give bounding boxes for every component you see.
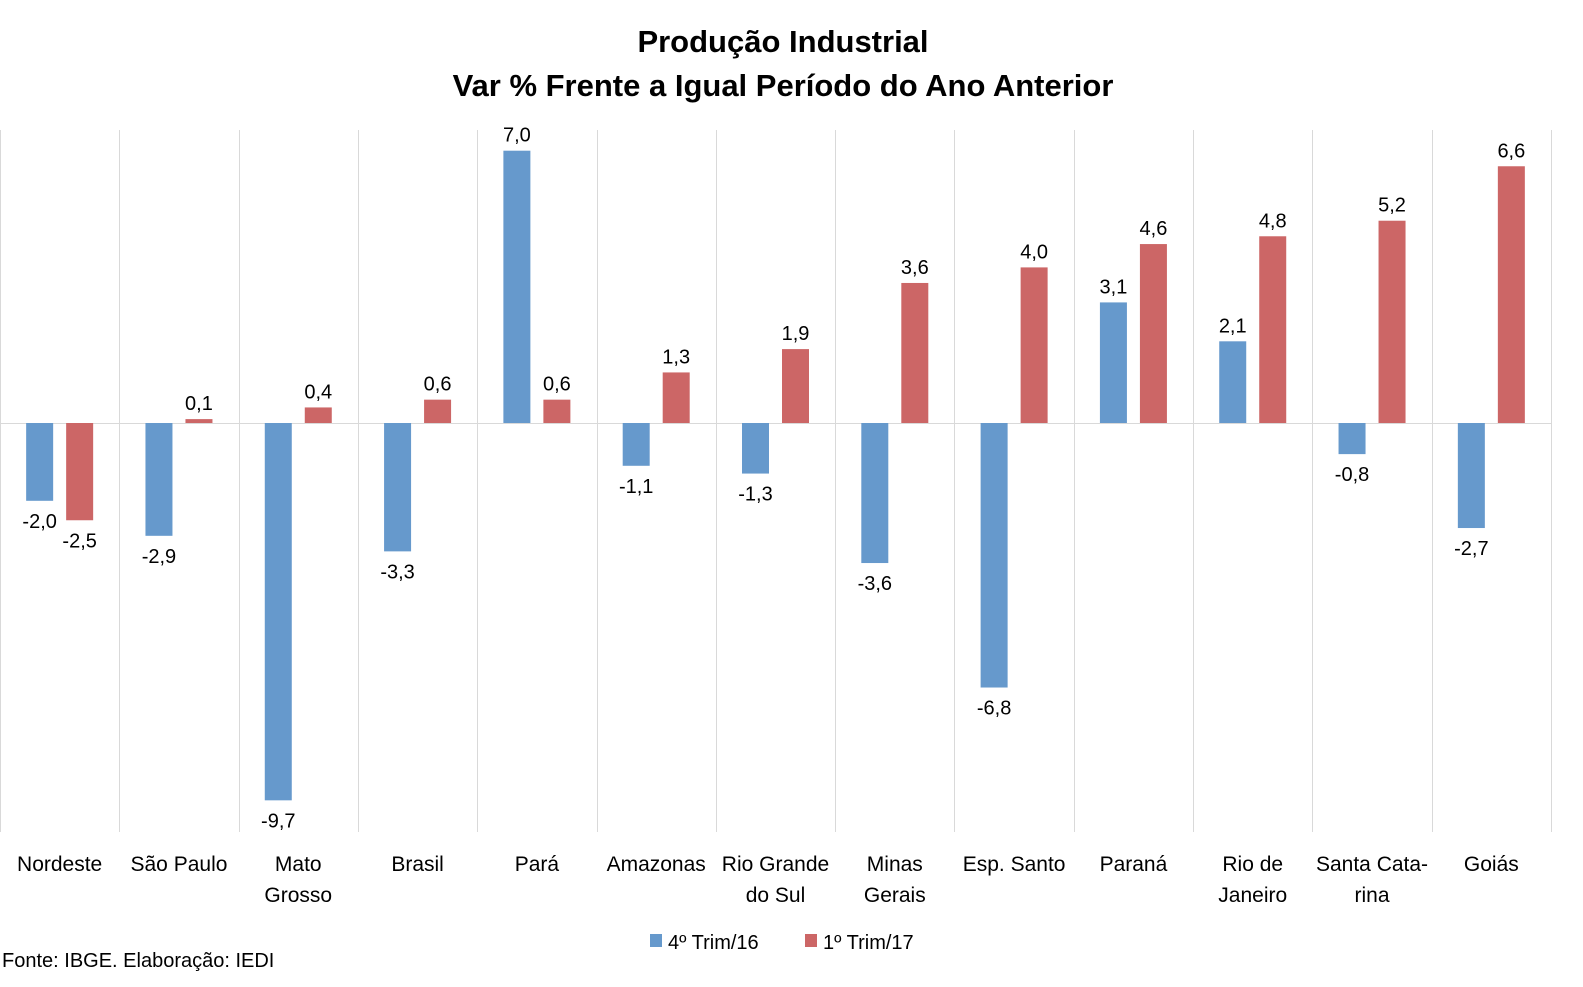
bar-q4-16: [503, 150, 531, 423]
legend-swatch: [805, 934, 817, 947]
category-label-line: Nordeste: [17, 853, 102, 876]
category-label-line: Gerais: [864, 884, 926, 907]
category-label-line: Minas: [867, 853, 923, 876]
data-label: 0,4: [304, 381, 332, 403]
legend-entry: 4º Trim/16: [668, 932, 759, 954]
category-label: Mato Grosso: [264, 853, 332, 907]
bar-q4-16: [1099, 302, 1127, 423]
data-label: 0,6: [543, 374, 571, 396]
category-label-line: do Sul: [746, 884, 806, 907]
data-label: 1,3: [662, 346, 690, 368]
legend-swatch: [650, 934, 662, 947]
data-label: -2,5: [62, 530, 96, 552]
category-label-line: Amazonas: [607, 853, 706, 876]
data-label: 2,1: [1219, 315, 1247, 337]
data-label: 4,0: [1020, 241, 1048, 263]
data-label: -2,0: [22, 511, 56, 533]
bar-q1-17: [1497, 166, 1525, 423]
data-label: -3,6: [858, 573, 892, 595]
data-label: 6,6: [1497, 140, 1525, 162]
data-label: -6,8: [977, 698, 1011, 720]
bar-q1-17: [424, 399, 452, 423]
category-label-line: Rio Grande: [722, 853, 829, 876]
data-label: -1,1: [619, 476, 653, 498]
bar-q4-16: [1457, 423, 1485, 529]
data-label: -3,3: [380, 561, 414, 583]
bar-q4-16: [861, 423, 889, 564]
data-label: 4,6: [1140, 218, 1168, 240]
bar-q1-17: [185, 419, 213, 423]
data-label: -0,8: [1335, 464, 1369, 486]
data-label: 7,0: [503, 125, 531, 147]
bar-q4-16: [264, 423, 292, 801]
category-label-line: São Paulo: [131, 853, 228, 876]
data-label: -2,7: [1454, 538, 1488, 560]
bar-q1-17: [1139, 244, 1167, 423]
data-label: 3,1: [1100, 276, 1128, 298]
bar-q4-16: [384, 423, 412, 552]
bar-q1-17: [901, 282, 929, 423]
category-label: Brasil: [391, 853, 444, 876]
category-axis-labels: Nordeste São Paulo Mato Grosso Brasil Pará Ama…: [17, 853, 1519, 907]
bar-q1-17: [1020, 267, 1048, 423]
bar-q4-16: [145, 423, 173, 536]
category-label-line: rina: [1355, 884, 1390, 907]
category-label: Rio de Janeiro: [1218, 853, 1287, 907]
chart-title-line-1: Produção Industrial: [637, 24, 928, 59]
category-label-line: Janeiro: [1218, 884, 1287, 907]
category-label: Pará: [515, 853, 560, 876]
bar-q4-16: [26, 423, 54, 501]
category-label-line: Brasil: [391, 853, 444, 876]
data-label: 3,6: [901, 257, 929, 279]
category-label: Nordeste: [17, 853, 102, 876]
category-gridlines: [0, 130, 1552, 832]
legend: 4º Trim/16 1º Trim/17: [650, 932, 914, 954]
bar-q4-16: [622, 423, 650, 466]
legend-entry: 1º Trim/17: [823, 932, 914, 954]
bar-q1-17: [66, 423, 94, 521]
data-label: 1,9: [782, 323, 810, 345]
bar-q4-16: [742, 423, 769, 474]
category-label: São Paulo: [131, 853, 228, 876]
category-label: Paraná: [1100, 853, 1168, 876]
category-label-line: Esp. Santo: [963, 853, 1066, 876]
data-label: -1,3: [738, 484, 772, 506]
data-label: 0,6: [424, 374, 452, 396]
bar-q4-16: [980, 423, 1008, 688]
category-label-line: Rio de: [1222, 853, 1283, 876]
chart-title-line-2: Var % Frente a Igual Período do Ano Ante…: [453, 68, 1114, 103]
category-label: Goiás: [1464, 853, 1519, 876]
data-label: 5,2: [1378, 195, 1406, 217]
data-label: -2,9: [142, 546, 176, 568]
category-label-line: Paraná: [1100, 853, 1168, 876]
data-labels: -2,0 -2,9 -9,7 -3,3 7,0 -1,1 -1,3 -3,6 -6,8 3,1 2,…: [22, 125, 1525, 833]
category-label: Minas Gerais: [864, 853, 926, 907]
category-label: Rio Grande do Sul: [722, 853, 829, 907]
bar-q4-16: [1338, 423, 1366, 455]
category-label: Esp. Santo: [963, 853, 1066, 876]
bar-q1-17: [1259, 236, 1287, 423]
data-label: -9,7: [261, 810, 295, 832]
category-label-line: Pará: [515, 853, 560, 876]
bar-q1-17: [782, 349, 809, 423]
bar-q1-17: [1378, 220, 1406, 423]
bar-q1-17: [662, 372, 690, 423]
category-label-line: Goiás: [1464, 853, 1519, 876]
bar-q4-16: [1219, 341, 1247, 423]
category-label: Santa Cata-rina: [1316, 853, 1428, 907]
chart-title: Produção Industrial Var % Frente a Igual …: [453, 24, 1114, 103]
category-label: Amazonas: [607, 853, 706, 876]
source-note: Fonte: IBGE. Elaboração: IEDI: [2, 950, 275, 972]
category-label-line: Grosso: [264, 884, 332, 907]
bars: [26, 150, 1525, 801]
category-label-line: Mato: [275, 853, 322, 876]
bar-q1-17: [543, 399, 571, 423]
bar-q1-17: [304, 407, 332, 423]
data-label: 0,1: [185, 393, 213, 415]
category-label-line: Santa Cata-: [1316, 853, 1428, 876]
data-label: 4,8: [1259, 210, 1287, 232]
